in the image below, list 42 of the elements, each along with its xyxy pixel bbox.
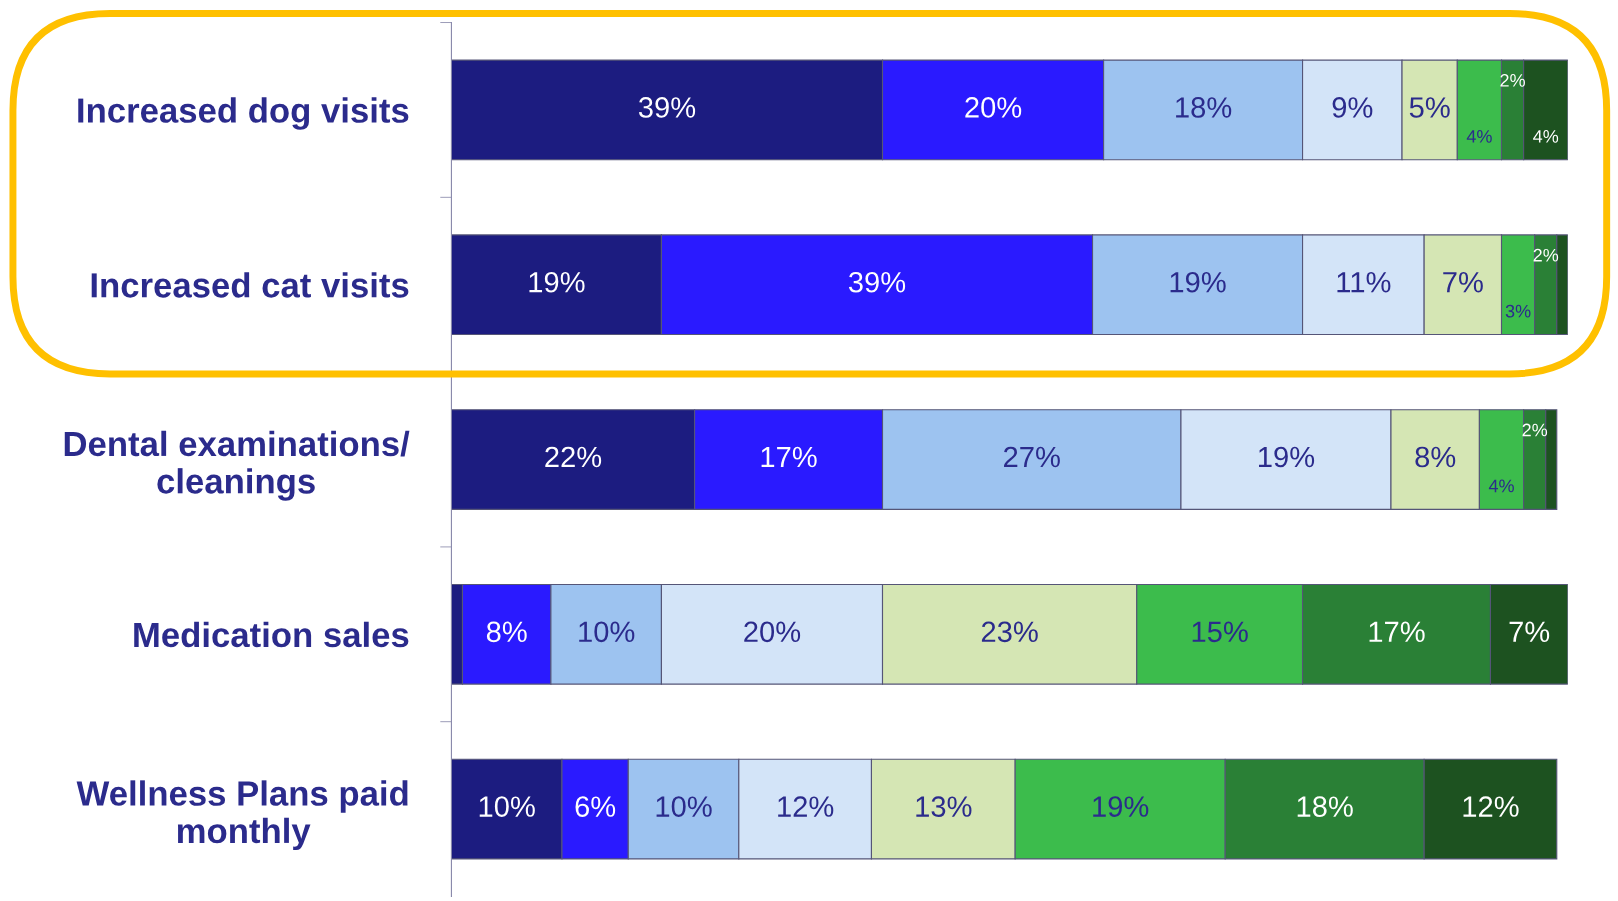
data-label: 7%	[1509, 621, 1550, 643]
data-label: 6%	[575, 796, 616, 817]
data-label: 27%	[1004, 446, 1060, 468]
data-label: 22%	[545, 446, 602, 468]
y-tick-label: Increased cat visits	[91, 272, 409, 298]
data-label: 20%	[965, 97, 1022, 118]
data-label: 13%	[916, 796, 972, 817]
data-label: 23%	[981, 621, 1038, 643]
data-label: 2%	[1522, 423, 1548, 437]
data-label: 39%	[638, 97, 696, 118]
data-label: 8%	[486, 621, 527, 643]
data-label: 39%	[848, 271, 906, 293]
data-label: 19%	[1093, 796, 1149, 817]
data-label: 4%	[1533, 130, 1559, 143]
data-label: 12%	[778, 796, 834, 817]
data-label: 11%	[1337, 272, 1391, 293]
data-label: 19%	[1259, 446, 1315, 468]
data-label: 2%	[1500, 74, 1525, 87]
data-label: 15%	[1192, 621, 1248, 643]
data-label: 17%	[761, 446, 817, 468]
data-label: 4%	[1488, 479, 1514, 493]
y-tick-label: Dental examinations/ cleanings	[64, 430, 410, 501]
data-label: 2%	[1533, 248, 1559, 262]
y-tick-label: Increased dog visits	[78, 97, 409, 130]
data-label: 10%	[579, 621, 635, 643]
y-tick-label: Wellness Plans paid monthly	[76, 780, 408, 851]
data-label: 19%	[1170, 271, 1226, 293]
data-label: 20%	[744, 621, 801, 643]
data-label: 10%	[479, 796, 535, 817]
data-label: 17%	[1369, 621, 1425, 643]
data-label: 9%	[1332, 97, 1373, 118]
data-label: 10%	[656, 796, 712, 817]
data-label: 18%	[1297, 796, 1353, 817]
data-label: 19%	[529, 271, 585, 293]
data-label: 5%	[1409, 97, 1450, 118]
data-label: 4%	[1466, 130, 1492, 143]
data-label: 18%	[1176, 97, 1232, 118]
data-label: 7%	[1443, 272, 1483, 293]
data-label: 3%	[1505, 304, 1531, 318]
y-tick-label: Medication sales	[134, 621, 409, 648]
data-label: 8%	[1415, 446, 1456, 468]
data-label: 12%	[1463, 796, 1519, 817]
